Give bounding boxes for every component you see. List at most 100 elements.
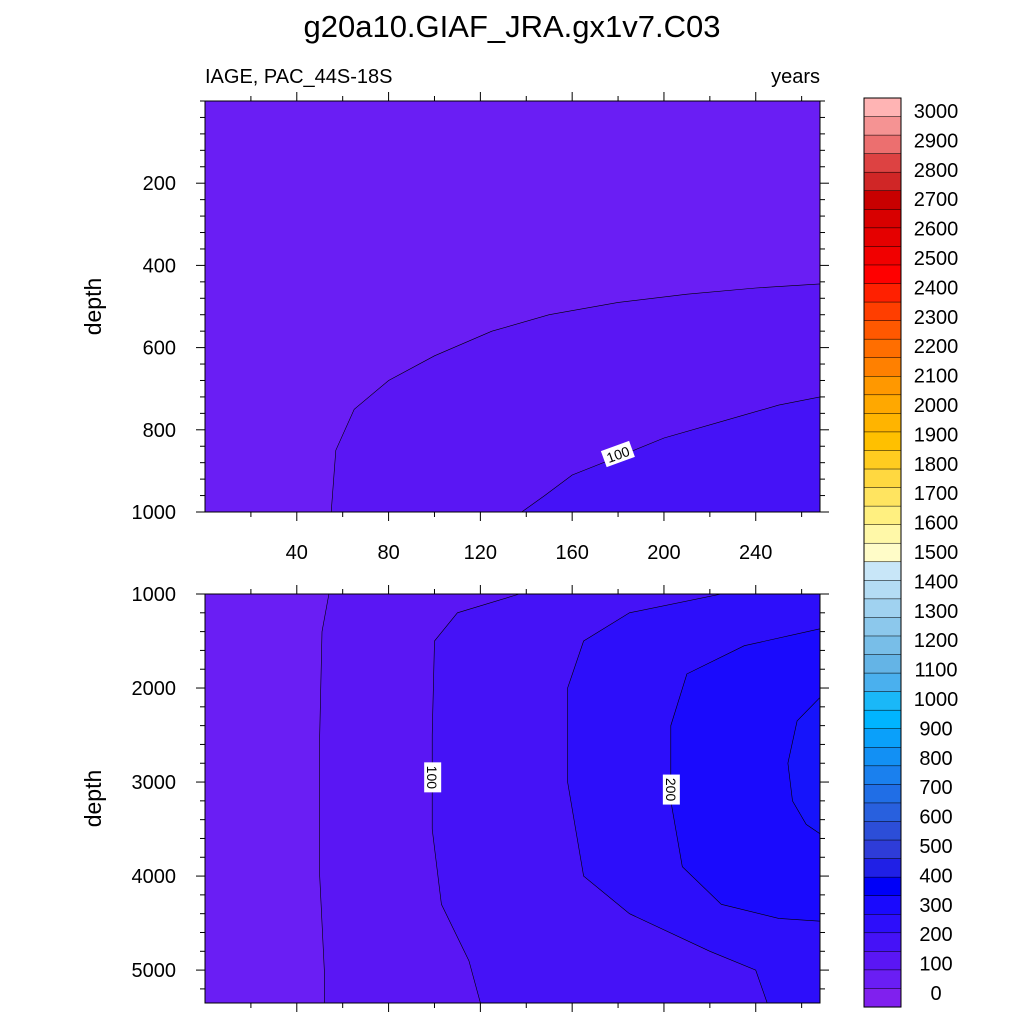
variable-region-label: IAGE, PAC_44S-18S: [205, 66, 393, 88]
colorbar-box: [863, 320, 902, 340]
colorbar-box: [863, 283, 902, 303]
colorbar-label: 1000: [914, 689, 959, 711]
contour-label: 100: [424, 762, 442, 793]
colorbar-label: 3000: [914, 101, 959, 123]
colorbar-box: [863, 821, 902, 841]
colorbar-label: 400: [919, 865, 952, 887]
y-tick-label: 1000: [132, 584, 177, 606]
colorbar: 3000290028002700260025002400230022002100…: [863, 97, 959, 1008]
colorbar-frame: [863, 97, 902, 1008]
y-tick-label: 2000: [132, 678, 177, 700]
x-tick-label: 160: [555, 542, 588, 564]
contour-label: 100: [600, 440, 635, 468]
colorbar-box: [863, 802, 902, 823]
x-tick-label: 40: [286, 542, 308, 564]
colorbar-box: [863, 598, 902, 618]
colorbar-box: [863, 988, 902, 1008]
colorbar-box: [863, 246, 902, 266]
colorbar-label: 2800: [914, 160, 959, 182]
colorbar-label: 1900: [914, 424, 959, 446]
colorbar-box: [863, 784, 902, 804]
colorbar-label: 1700: [914, 483, 959, 505]
colorbar-box: [863, 932, 902, 952]
colorbar-box: [863, 969, 902, 989]
colorbar-label: 2900: [914, 130, 959, 152]
contour-region-0-2: [521, 396, 820, 512]
colorbar-box: [863, 301, 902, 322]
colorbar-box: [863, 134, 902, 155]
colorbar-box: [863, 895, 902, 915]
y-tick-label: 400: [143, 255, 176, 277]
contour-label: 200: [662, 774, 680, 805]
colorbar-label: 2000: [914, 395, 959, 417]
colorbar-box: [863, 542, 902, 563]
colorbar-label: 500: [919, 836, 952, 858]
colorbar-label: 900: [919, 718, 952, 740]
chart-title: g20a10.GIAF_JRA.gx1v7.C03: [303, 9, 720, 44]
colorbar-label: 2700: [914, 189, 959, 211]
colorbar-label: 600: [919, 807, 952, 829]
colorbar-box: [863, 672, 902, 693]
colorbar-box: [863, 190, 902, 210]
colorbar-label: 1800: [914, 454, 959, 476]
colorbar-box: [863, 394, 902, 414]
colorbar-box: [863, 264, 902, 285]
colorbar-label: 200: [919, 924, 952, 946]
svg-text:100: 100: [604, 443, 632, 466]
y-tick-label: 200: [143, 173, 176, 195]
colorbar-box: [863, 153, 902, 173]
colorbar-box: [863, 338, 902, 359]
colorbar-box: [863, 209, 902, 229]
colorbar-label: 1200: [914, 630, 959, 652]
colorbar-box: [863, 227, 902, 247]
colorbar-box: [863, 116, 902, 136]
colorbar-box: [863, 951, 902, 971]
colorbar-label: 1400: [914, 571, 959, 593]
plot-frame: [204, 100, 821, 513]
colorbar-box: [863, 450, 902, 470]
colorbar-label: 1500: [914, 542, 959, 564]
colorbar-box: [863, 617, 902, 637]
lower-depth-panel: 1000 2000 3000 4000 5000 depth 100 200: [80, 584, 829, 1012]
colorbar-box: [863, 468, 902, 489]
colorbar-label: 2600: [914, 219, 959, 241]
colorbar-label: 700: [919, 777, 952, 799]
svg-text:200: 200: [663, 778, 679, 802]
colorbar-box: [863, 505, 902, 526]
colorbar-label: 800: [919, 748, 952, 770]
y-tick-label: 3000: [132, 772, 177, 794]
x-tick-label: 80: [377, 542, 399, 564]
colorbar-label: 1600: [914, 513, 959, 535]
x-tick-label: 200: [647, 542, 680, 564]
colorbar-box: [863, 839, 902, 860]
colorbar-box: [863, 635, 902, 656]
colorbar-label: 0: [930, 983, 941, 1005]
colorbar-box: [863, 561, 902, 581]
y-tick-label: 4000: [132, 866, 177, 888]
plot-frame: [204, 593, 821, 1004]
y-axis-label: depth: [80, 770, 106, 828]
contour-region-1-4: [670, 628, 820, 922]
colorbar-box: [863, 357, 902, 377]
colorbar-box: [863, 913, 902, 934]
colorbar-label: 2200: [914, 336, 959, 358]
x-tick-label: 240: [739, 542, 772, 564]
x-tick-label: 120: [464, 542, 497, 564]
contour-region-1-5: [787, 696, 820, 835]
upper-depth-panel: 200 400 600 800 1000 depth 100 40 80 120 160 200 240: [80, 92, 829, 564]
y-tick-label: 800: [143, 420, 176, 442]
colorbar-box: [863, 171, 902, 192]
colorbar-box: [863, 728, 902, 748]
colorbar-label: 1100: [914, 660, 957, 682]
units-label: years: [771, 66, 820, 88]
colorbar-label: 100: [919, 954, 952, 976]
y-tick-label: 1000: [132, 502, 177, 524]
colorbar-box: [863, 691, 902, 711]
colorbar-label: 300: [919, 895, 952, 917]
colorbar-label: 1300: [914, 601, 959, 623]
colorbar-box: [863, 524, 902, 544]
colorbar-box: [863, 376, 902, 396]
colorbar-label: 2100: [914, 366, 959, 388]
y-tick-label: 600: [143, 338, 176, 360]
